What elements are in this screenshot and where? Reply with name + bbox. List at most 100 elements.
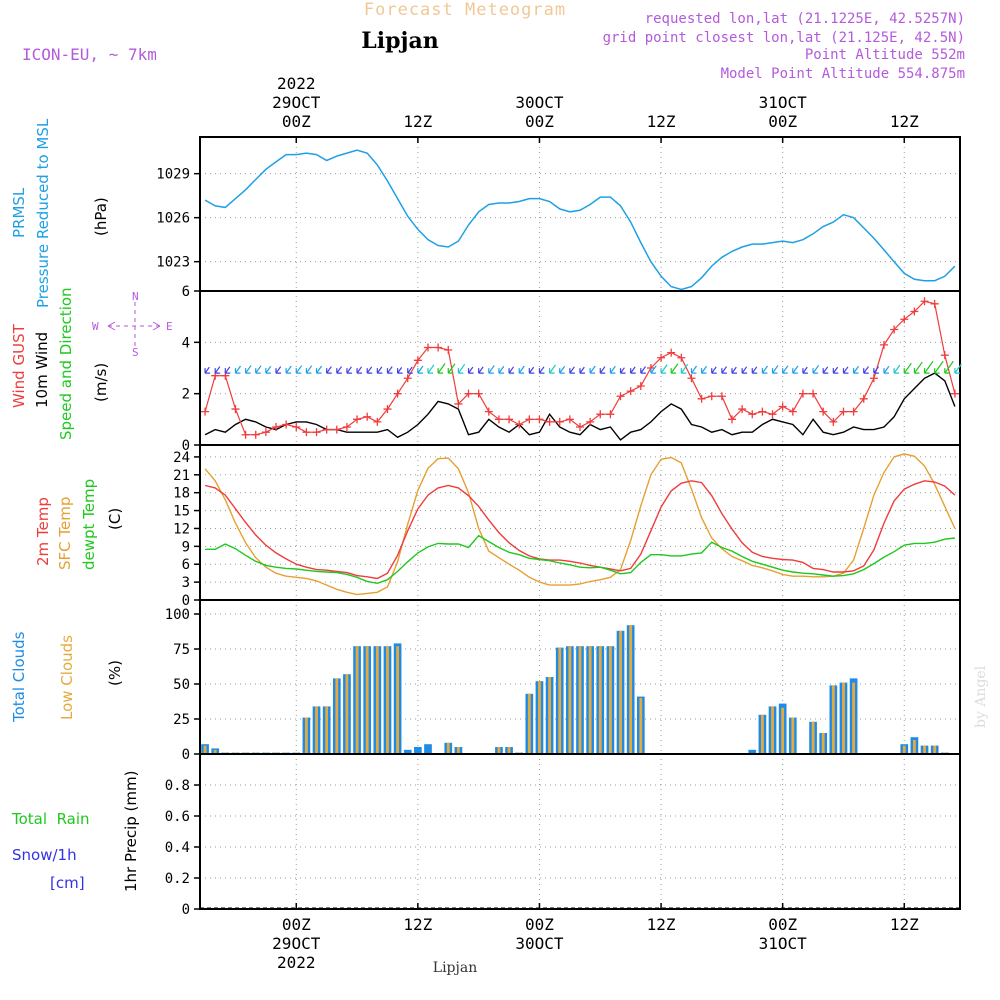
wind-arrow <box>761 365 768 374</box>
wind-arrow <box>447 363 456 374</box>
low-cloud-bar <box>497 747 501 754</box>
wind-frame <box>199 290 961 446</box>
model-label: ICON-EU, ~ 7km <box>22 45 157 64</box>
wind-arrow <box>204 366 211 374</box>
low-cloud-bar <box>598 646 602 754</box>
sfc-label: SFC Temp <box>56 497 74 570</box>
wind-arrow <box>913 361 923 374</box>
gust-marker <box>525 415 534 424</box>
svg-text:S: S <box>132 346 139 359</box>
gust-marker <box>292 423 301 432</box>
wind-arrow <box>386 366 393 374</box>
gust-marker <box>555 417 564 426</box>
wind-ytick-label: 6 <box>182 284 190 300</box>
gust-marker <box>494 415 503 424</box>
low-cloud-bar <box>365 646 369 754</box>
top-time-label: 12Z <box>403 112 432 131</box>
low-cloud-bar <box>629 625 633 754</box>
low-cloud-bar <box>396 646 400 754</box>
wind-arrow <box>508 366 515 374</box>
wind-arrow <box>569 366 575 374</box>
svg-text:N: N <box>132 290 139 303</box>
wind-arrow <box>407 366 413 374</box>
low-cloud-bar <box>315 706 318 754</box>
wind-arrow <box>903 362 912 374</box>
gust-marker <box>535 415 544 424</box>
wind-arrow <box>478 366 484 374</box>
top-time-label: 31OCT <box>759 93 808 112</box>
wind-arrow <box>883 365 890 374</box>
temp-ytick-label: 21 <box>173 468 190 484</box>
prmsl-label: PRMSL <box>10 187 28 238</box>
pressure-unit-label: (hPa) <box>92 197 110 236</box>
wind-panel: 0 2 4 6 <box>182 284 962 454</box>
temp-ytick-label: 6 <box>182 557 190 573</box>
temp-ytick-label: 18 <box>173 486 190 502</box>
wind-arrow <box>457 363 466 374</box>
temp-frame <box>199 444 961 601</box>
wind-arrow <box>356 366 363 374</box>
gust-marker <box>707 392 716 401</box>
temp-ytick-label: 3 <box>182 575 190 591</box>
wind-arrow <box>255 365 262 374</box>
point-altitude: Point Altitude 552m <box>805 47 965 63</box>
pressure-ytick-label: 1029 <box>156 167 190 183</box>
credit-watermark: by Angel <box>973 665 989 728</box>
top-time-label: 29OCT <box>272 93 321 112</box>
total-cloud-bar <box>414 747 422 754</box>
gust-marker <box>282 420 291 429</box>
wind-arrow <box>873 366 880 374</box>
low-cloud-bar <box>446 742 450 754</box>
gust-marker <box>869 374 878 383</box>
low-cloud-bar <box>548 677 552 754</box>
wind-arrow <box>690 365 698 374</box>
low-cloud-bar <box>203 745 207 754</box>
gridpoint-coords: grid point closest lon,lat (21.125E, 42.… <box>603 30 965 46</box>
gust-marker <box>798 389 807 398</box>
precip-panel: 0 0.2 0.4 0.6 0.8 <box>165 753 961 918</box>
wind-arrow <box>488 365 495 374</box>
temp-ytick-label: 15 <box>173 504 190 520</box>
bottom-time-label: 00Z <box>768 915 797 934</box>
gust-marker <box>434 343 443 352</box>
low-cloud-bar <box>213 749 217 754</box>
gust-marker <box>251 430 260 439</box>
gust-marker <box>616 392 625 401</box>
wind-arrow <box>721 366 728 374</box>
top-time-label: 30OCT <box>515 93 564 112</box>
bottom-time-label: 29OCT <box>272 934 321 953</box>
wind-arrow <box>711 366 717 374</box>
low-cloud-bar <box>375 646 379 754</box>
low-cloud-bar <box>608 646 612 754</box>
pressure-panel: 1023 1026 1029 <box>156 136 961 292</box>
low-cloud-bar <box>639 698 643 754</box>
gust-marker <box>302 428 311 437</box>
low-cloud-bar <box>821 733 825 754</box>
gust-marker <box>505 415 514 424</box>
wind-arrow <box>305 365 313 374</box>
gust-marker <box>697 394 706 403</box>
wind-arrow <box>630 366 636 374</box>
gust-marker <box>667 348 676 357</box>
low-cloud-bar <box>771 706 774 754</box>
gust-marker <box>717 392 726 401</box>
wind-arrow <box>853 365 859 374</box>
gust-marker <box>586 417 595 426</box>
wind-arrow <box>538 366 545 374</box>
gust-marker <box>839 407 848 416</box>
pressure-ytick-label: 1023 <box>156 255 190 271</box>
wind-arrow <box>792 365 799 374</box>
bottom-time-label: 12Z <box>647 915 676 934</box>
precip-ytick-label: 0.8 <box>165 778 190 794</box>
temp-unit-label: (C) <box>106 508 124 530</box>
wind-arrow <box>771 365 779 374</box>
wind-arrow <box>397 367 403 374</box>
top-time-label: 00Z <box>768 112 797 131</box>
gust-marker <box>748 410 757 419</box>
wind-arrow <box>295 365 303 374</box>
gust-marker <box>809 389 818 398</box>
low-cloud-bar <box>456 747 460 754</box>
wind-arrow <box>619 367 626 374</box>
